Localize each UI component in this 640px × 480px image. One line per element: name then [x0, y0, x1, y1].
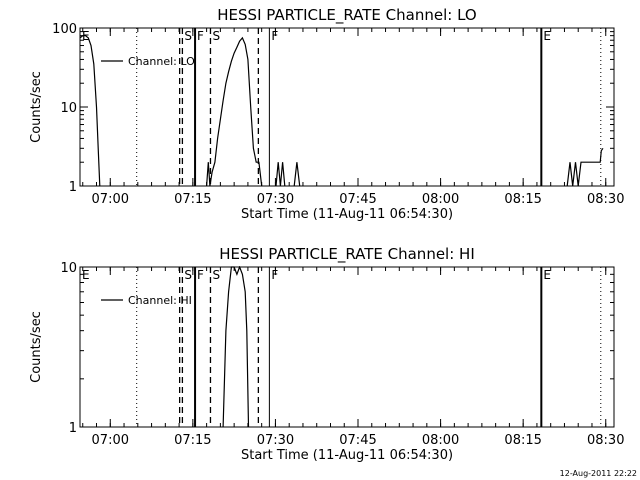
chart-title: HESSI PARTICLE_RATE Channel: HI [219, 245, 475, 264]
x-tick-label: 08:30 [587, 192, 624, 207]
x-axis-label: Start Time (11-Aug-11 06:54:30) [241, 207, 453, 222]
series-line-segment [566, 147, 604, 186]
event-marker-label: F [197, 268, 204, 282]
series-line-segment [206, 36, 263, 186]
x-tick-label: 07:15 [174, 192, 211, 207]
event-marker-label: S [184, 268, 192, 282]
x-tick-label: 07:30 [257, 433, 294, 448]
y-tick-label: 10 [60, 101, 77, 116]
event-marker-label: S [184, 29, 192, 43]
y-tick-label: 1 [69, 421, 77, 436]
event-marker-label: F [271, 29, 278, 43]
x-tick-label: 08:00 [422, 192, 459, 207]
x-tick-label: 08:15 [504, 433, 541, 448]
x-tick-label: 07:00 [92, 192, 129, 207]
event-marker-label: E [82, 268, 90, 282]
x-tick-label: 07:45 [339, 433, 376, 448]
x-tick-label: 07:00 [92, 433, 129, 448]
series-line-segment [80, 35, 101, 186]
event-marker-label: F [197, 29, 204, 43]
x-tick-label: 07:45 [339, 192, 376, 207]
event-marker-label: E [543, 268, 551, 282]
x-tick-label: 08:30 [587, 433, 624, 448]
x-tick-label: 08:15 [504, 192, 541, 207]
y-axis-label: Counts/sec [29, 71, 44, 143]
hi-channel-panel: HESSI PARTICLE_RATE Channel: HI 07:00 07:1… [29, 245, 624, 463]
y-tick-label: 100 [52, 22, 77, 37]
event-marker-label: S [212, 29, 220, 43]
y-axis-label: Counts/sec [29, 311, 44, 383]
series-line-segment [275, 162, 286, 186]
event-marker-label: S [212, 268, 220, 282]
x-tick-label: 08:00 [422, 433, 459, 448]
series-line-segment [293, 162, 301, 186]
event-marker-label: F [271, 268, 278, 282]
plot-frame [79, 266, 615, 428]
series-line-segment [222, 266, 250, 427]
plot-frame [79, 27, 615, 187]
chart-title: HESSI PARTICLE_RATE Channel: LO [217, 6, 476, 25]
x-axis-label: Start Time (11-Aug-11 06:54:30) [241, 448, 453, 463]
y-tick-label: 10 [60, 261, 77, 276]
y-tick-label: 1 [69, 180, 77, 195]
x-tick-label: 07:30 [257, 192, 294, 207]
event-marker-label: E [543, 29, 551, 43]
footer-timestamp: 12-Aug-2011 22:22 [560, 469, 637, 478]
lo-channel-panel: HESSI PARTICLE_RATE Channel: LO 07:00 07:1… [29, 6, 624, 222]
x-tick-label: 07:15 [174, 433, 211, 448]
legend-entry: Channel: HI [128, 294, 192, 307]
legend-entry: Channel: LO [128, 55, 195, 68]
